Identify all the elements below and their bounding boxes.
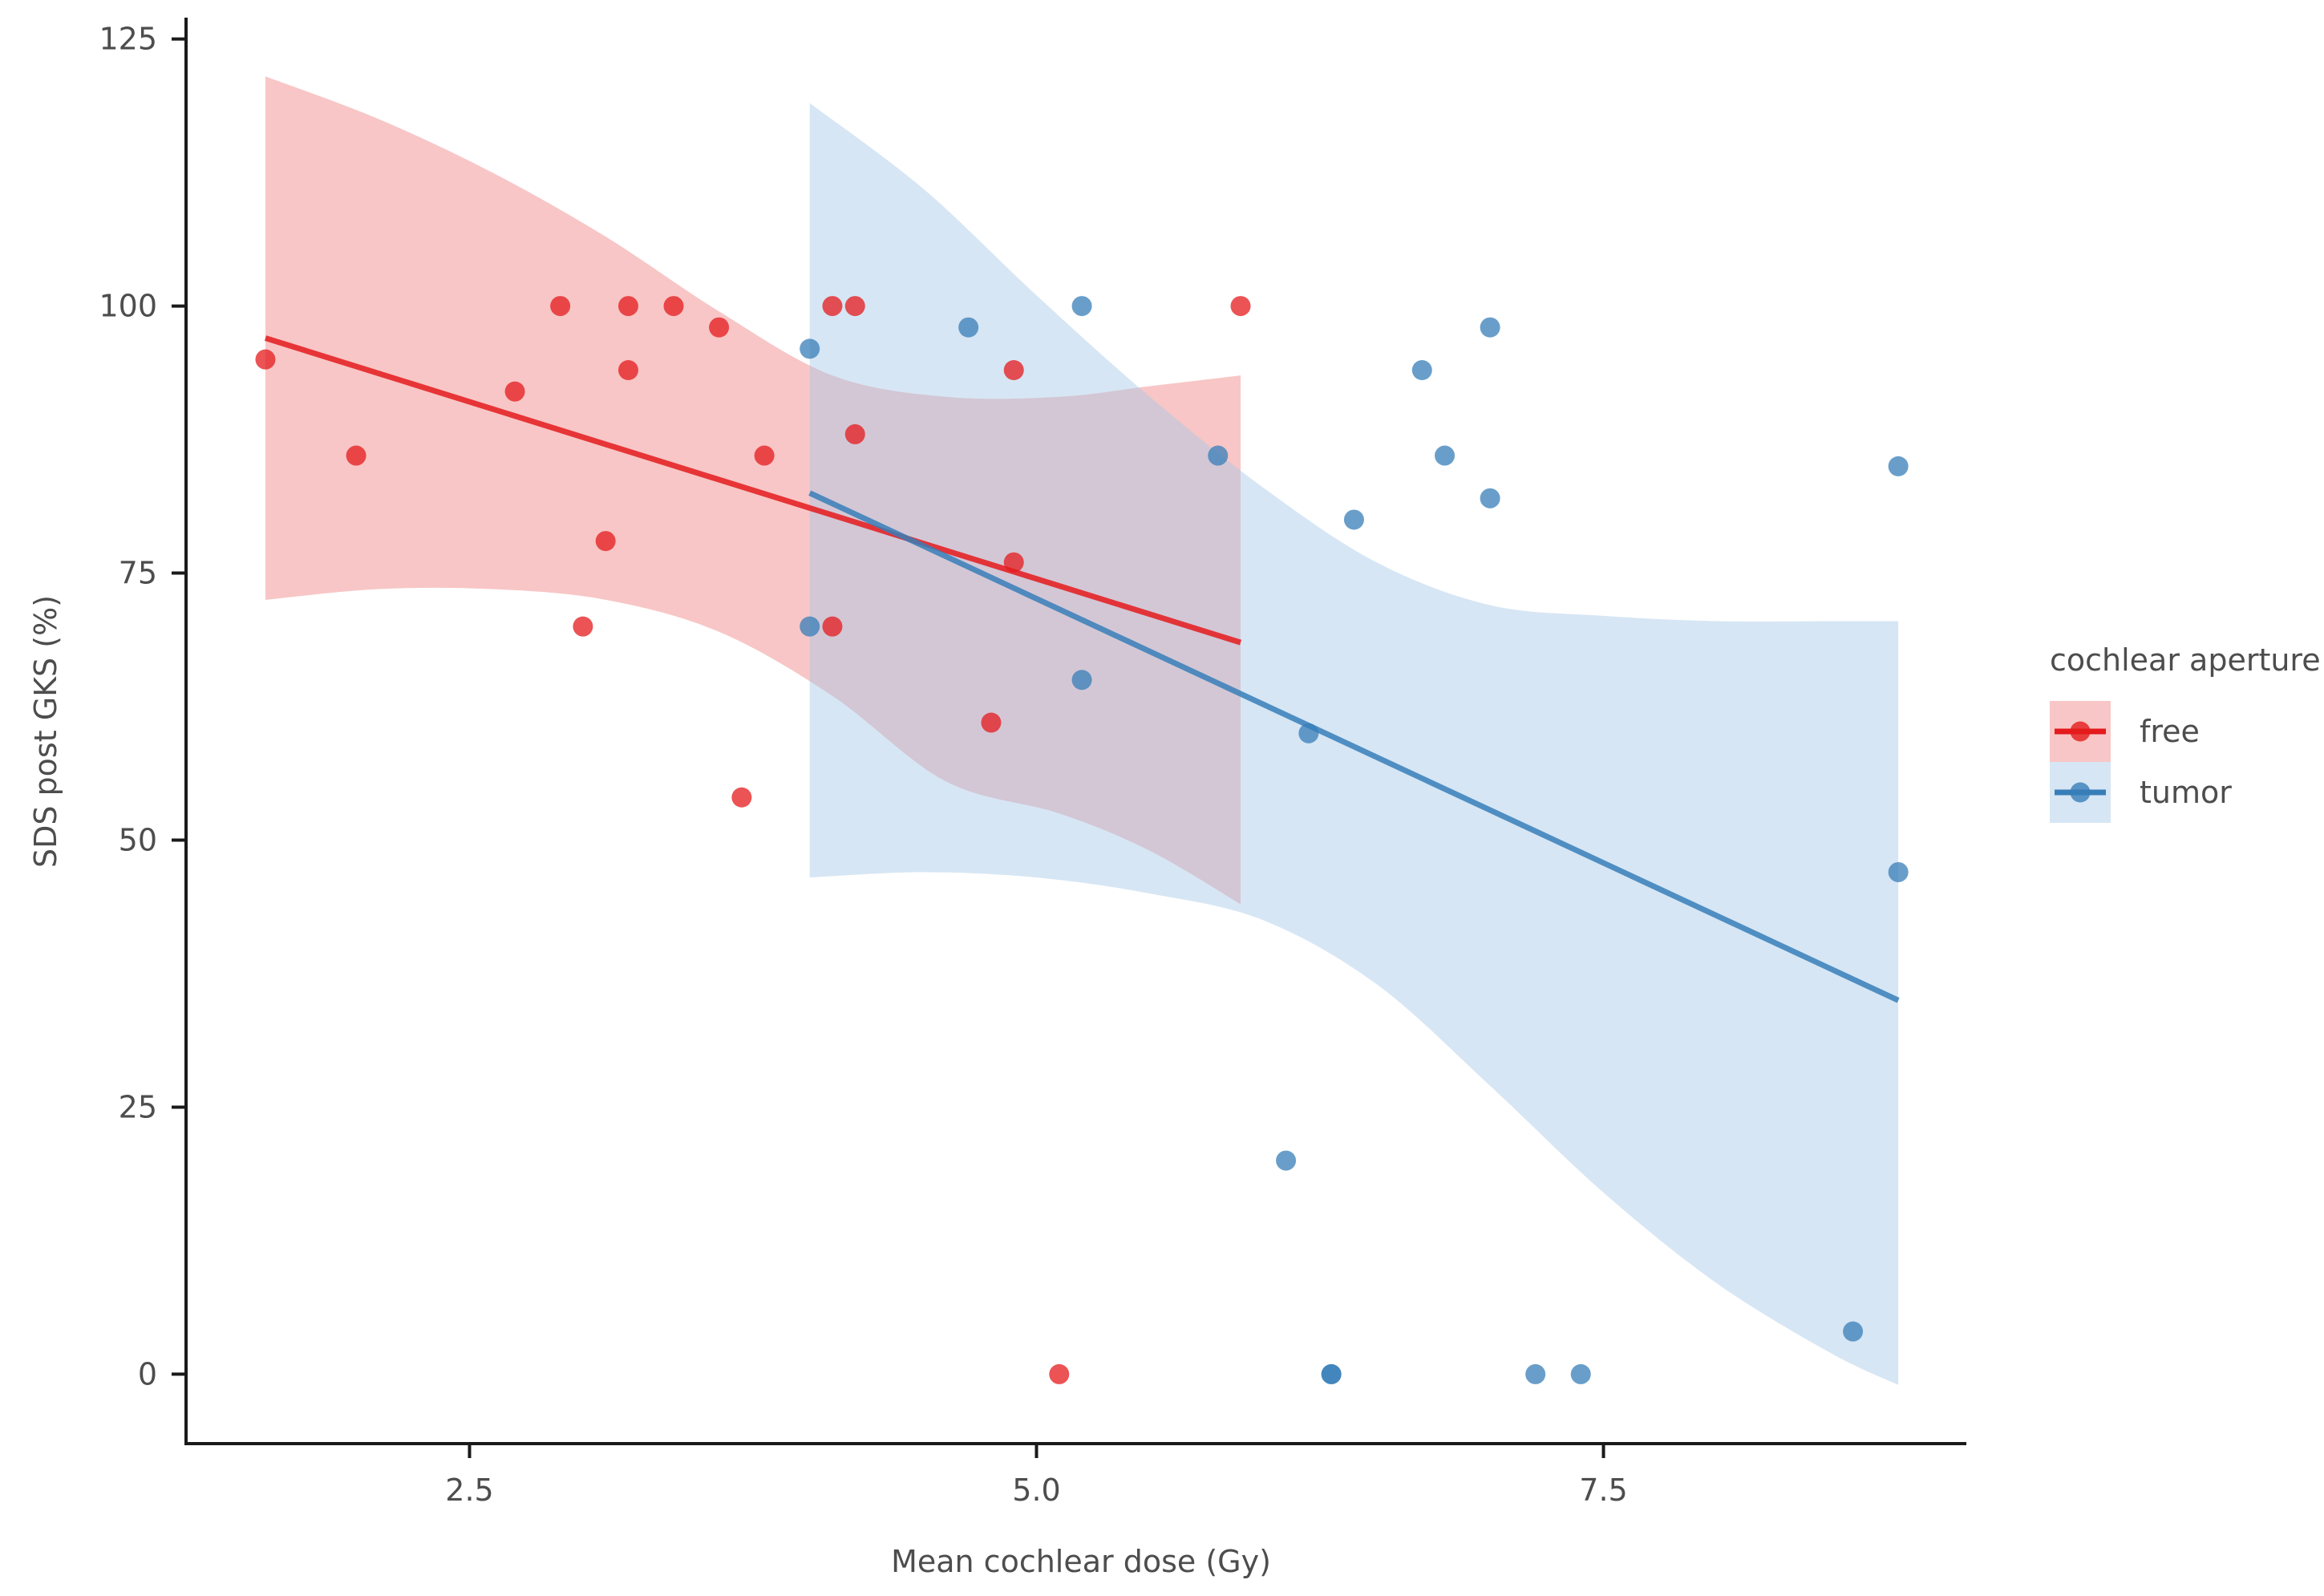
point-free	[754, 445, 775, 466]
point-free	[1003, 360, 1024, 381]
y-tick-label: 125	[99, 22, 157, 57]
point-free	[617, 296, 638, 317]
x-tick-label: 7.5	[1579, 1472, 1627, 1508]
y-tick-label: 25	[119, 1089, 157, 1124]
regression-line-tumor	[808, 490, 1900, 1003]
point-free	[731, 787, 752, 808]
point-tumor	[1435, 445, 1456, 466]
data-points	[255, 296, 1909, 1384]
legend-title: cochlear aperture	[2050, 642, 2321, 678]
point-tumor	[1888, 861, 1909, 882]
point-tumor	[1071, 296, 1092, 317]
point-tumor	[1843, 1321, 1864, 1342]
point-tumor	[1480, 488, 1500, 508]
point-free	[844, 296, 865, 317]
point-free	[822, 616, 843, 637]
point-tumor	[1570, 1363, 1591, 1384]
legend-key-point-free	[2070, 721, 2091, 742]
point-tumor	[1343, 509, 1364, 530]
legend-label-free: free	[2140, 714, 2200, 749]
point-free	[1003, 552, 1024, 573]
y-tick-label: 100	[99, 289, 157, 324]
x-tick-label: 2.5	[445, 1472, 493, 1508]
point-free	[822, 296, 843, 317]
point-tumor	[958, 317, 979, 338]
point-tumor	[1480, 317, 1500, 338]
point-tumor	[1321, 1363, 1342, 1384]
point-free	[255, 349, 276, 370]
point-tumor	[1298, 723, 1319, 743]
point-free	[981, 712, 1002, 733]
point-free	[617, 360, 638, 381]
legend-label-tumor: tumor	[2140, 775, 2232, 810]
point-tumor	[1071, 670, 1092, 691]
point-tumor	[1411, 360, 1432, 381]
point-tumor	[800, 338, 820, 359]
y-tick-label: 75	[119, 556, 157, 591]
point-tumor	[1888, 456, 1909, 476]
point-tumor	[1525, 1363, 1546, 1384]
regression-lines	[264, 335, 1900, 1003]
y-tick-label: 0	[138, 1356, 157, 1391]
x-axis-title: Mean cochlear dose (Gy)	[891, 1544, 1271, 1579]
point-tumor	[1208, 445, 1229, 466]
point-free	[663, 296, 684, 317]
point-free	[1230, 296, 1251, 317]
point-tumor	[1276, 1150, 1297, 1171]
point-free	[844, 423, 865, 444]
legend: cochlear aperture free tumor	[2050, 642, 2321, 823]
point-tumor	[800, 616, 820, 637]
y-axis-title: SDS post GKS (%)	[28, 595, 63, 868]
legend-key-point-tumor	[2070, 782, 2091, 803]
point-free	[573, 616, 593, 637]
point-free	[1049, 1363, 1070, 1384]
x-tick-label: 5.0	[1012, 1472, 1060, 1508]
point-free	[595, 531, 616, 552]
point-free	[709, 317, 730, 338]
regression-line-free	[264, 335, 1242, 646]
y-tick-label: 50	[119, 823, 157, 858]
point-free	[550, 296, 571, 317]
point-free	[504, 381, 525, 402]
confidence-bands	[265, 76, 1899, 1385]
point-free	[346, 445, 366, 466]
axes: 0 25 50 75 100 125 2.5 5.0 7.5	[99, 18, 1966, 1508]
